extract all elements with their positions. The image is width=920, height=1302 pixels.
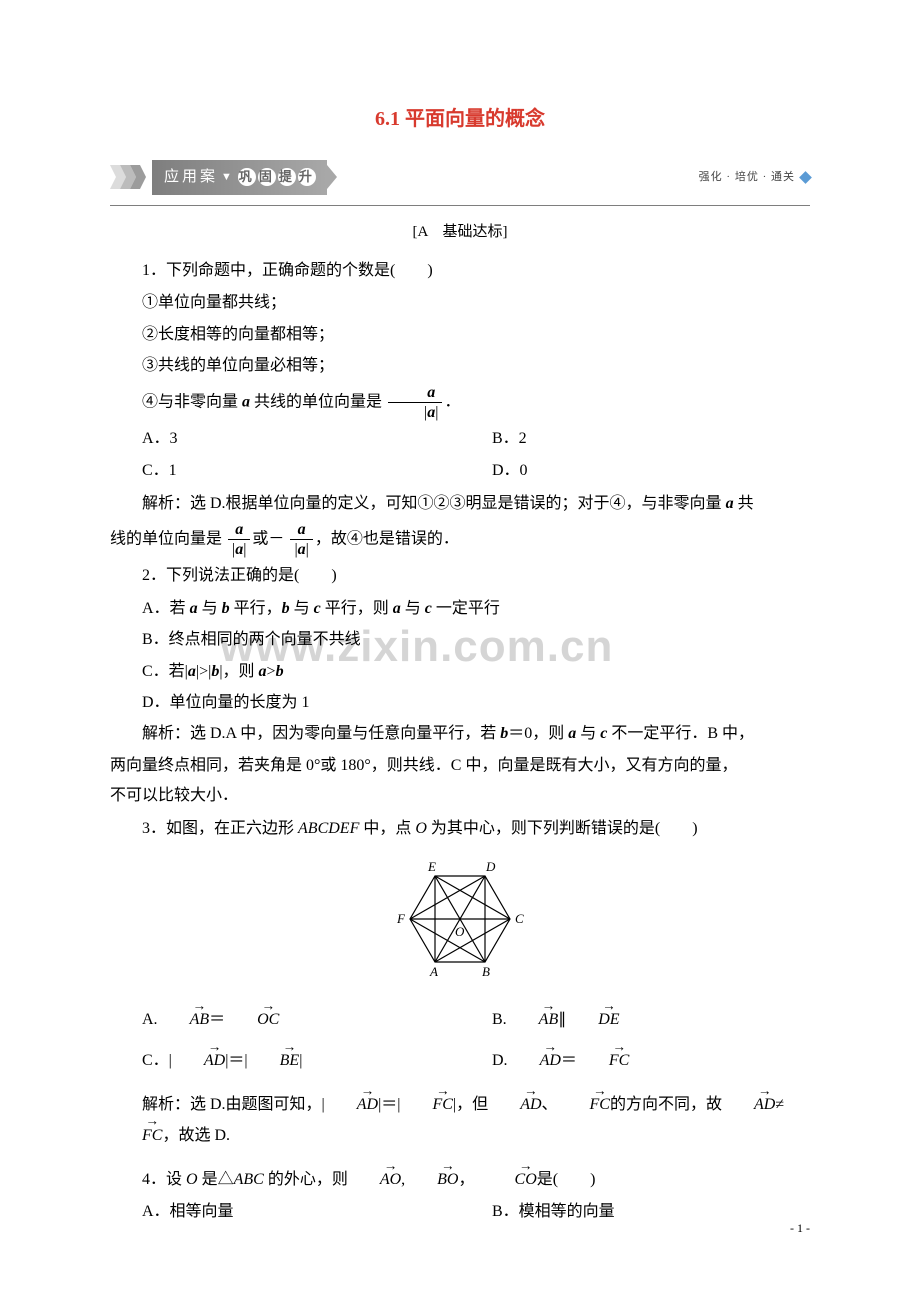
q1-optB: B．2 (460, 424, 810, 454)
q1-expl-2: 线的单位向量是 a |a| 或－ a |a| ，故④也是错误的． (110, 520, 810, 559)
q3-optB: B.AB∥DE (460, 1005, 810, 1035)
q1-opts-row2: C．1 D．0 (110, 456, 810, 486)
q1-expl-2b: 或－ (252, 530, 284, 547)
frac-num: a (388, 383, 442, 403)
hexagon-figure: A B C D E F O (110, 854, 810, 995)
cap-2: 固 (258, 168, 276, 186)
q1-expl-2c: ，故④也是错误的． (315, 530, 459, 547)
svg-text:B: B (482, 964, 490, 979)
q2-expl-2: 两向量终点相同，若夹角是 0°或 180°，则共线．C 中，向量是既有大小，又有… (110, 751, 810, 781)
vec-a: a (242, 393, 250, 410)
q3-opts-row1: A.AB＝OC B.AB∥DE (110, 1005, 810, 1035)
q2-stem: 2．下列说法正确的是( ) (110, 561, 810, 591)
frac-den: |a| (388, 403, 442, 422)
diamond-icon (799, 171, 812, 184)
q1-s4-pre: ④与非零向量 (142, 393, 242, 410)
cap-3: 提 (278, 168, 296, 186)
q2-expl-3: 不可以比较大小． (110, 781, 810, 811)
q1-s4-frac: a |a| (388, 383, 442, 422)
q1-frac-pos: a |a| (228, 520, 250, 559)
q1-s4: ④与非零向量 a 共线的单位向量是 a |a| ． (110, 383, 810, 422)
q2-optB: B．终点相同的两个向量不共线 (110, 625, 810, 655)
banner-tri-icon (327, 165, 337, 189)
q1-s2: ②长度相等的向量都相等； (110, 320, 810, 350)
banner: 应用案 ▼ 巩 固 提 升 强化 · 培优 · 通关 (110, 160, 810, 195)
q1-expl-1: 解析：选 D.根据单位向量的定义，可知①②③明显是错误的；对于④，与非零向量 a… (110, 489, 810, 519)
q3-optC: C．|AD|＝|BE| (110, 1046, 460, 1076)
q1-opts-row1: A．3 B．2 (110, 424, 810, 454)
page-title: 6.1 平面向量的概念 (110, 100, 810, 138)
q3-expl: 解析：选 D.由题图可知，|AD|＝|FC|，但AD、FC的方向不同，故AD≠F… (110, 1090, 810, 1151)
q2-optC: C．若|a|>|b|，则 a>b (110, 657, 810, 687)
svg-text:A: A (429, 964, 438, 979)
banner-underline (110, 205, 810, 206)
svg-text:E: E (427, 859, 436, 874)
q1-expl-2a: 线的单位向量是 (110, 530, 222, 547)
banner-label: 应用案 ▼ 巩 固 提 升 (152, 160, 327, 195)
svg-text:D: D (485, 859, 496, 874)
q2-optA: A．若 a 与 b 平行，b 与 c 平行，则 a 与 c 一定平行 (110, 594, 810, 624)
q4-optB: B．模相等的向量 (460, 1197, 810, 1227)
svg-text:O: O (455, 924, 465, 939)
q1-optA: A．3 (110, 424, 460, 454)
q1-s3: ③共线的单位向量必相等； (110, 351, 810, 381)
q3-stem: 3．如图，在正六边形 ABCDEF 中，点 O 为其中心，则下列判断错误的是( … (110, 814, 810, 844)
cap-4: 升 (298, 168, 316, 186)
q4-opts-row1: A．相等向量 B．模相等的向量 (110, 1197, 810, 1227)
q4-optA: A．相等向量 (110, 1197, 460, 1227)
banner-dot: ▼ (221, 167, 235, 188)
cap-1: 巩 (238, 168, 256, 186)
q3-opts-row2: C．|AD|＝|BE| D.AD＝FC (110, 1046, 810, 1076)
q1-stem: 1．下列命题中，正确命题的个数是( ) (110, 256, 810, 286)
q1-s4-post: ． (444, 393, 460, 410)
q2-optD: D．单位向量的长度为 1 (110, 688, 810, 718)
q3-optD: D.AD＝FC (460, 1046, 810, 1076)
q1-expl-mid: 共 (734, 495, 754, 512)
vec-a-2: a (726, 495, 734, 512)
svg-text:C: C (515, 911, 524, 926)
section-a-label: [A 基础达标] (110, 218, 810, 247)
q1-frac-neg: a |a| (290, 520, 312, 559)
q1-expl-pre: 解析：选 D.根据单位向量的定义，可知①②③明显是错误的；对于④，与非零向量 (142, 495, 726, 512)
svg-text:F: F (396, 911, 406, 926)
q1-s4-mid: 共线的单位向量是 (250, 393, 382, 410)
q3-optA: A.AB＝OC (110, 1005, 460, 1035)
banner-right: 强化 · 培优 · 通关 (699, 167, 795, 188)
q1-s1: ①单位向量都共线； (110, 288, 810, 318)
banner-text: 应用案 (164, 163, 218, 192)
q2-expl-1: 解析：选 D.A 中，因为零向量与任意向量平行，若 b＝0，则 a 与 c 不一… (110, 719, 810, 749)
q4-stem: 4．设 O 是△ABC 的外心，则AO,BO， CO是( ) (110, 1165, 810, 1195)
q1-optD: D．0 (460, 456, 810, 486)
q1-optC: C．1 (110, 456, 460, 486)
banner-caps: 巩 固 提 升 (237, 168, 317, 186)
chevron-icon (110, 165, 152, 189)
